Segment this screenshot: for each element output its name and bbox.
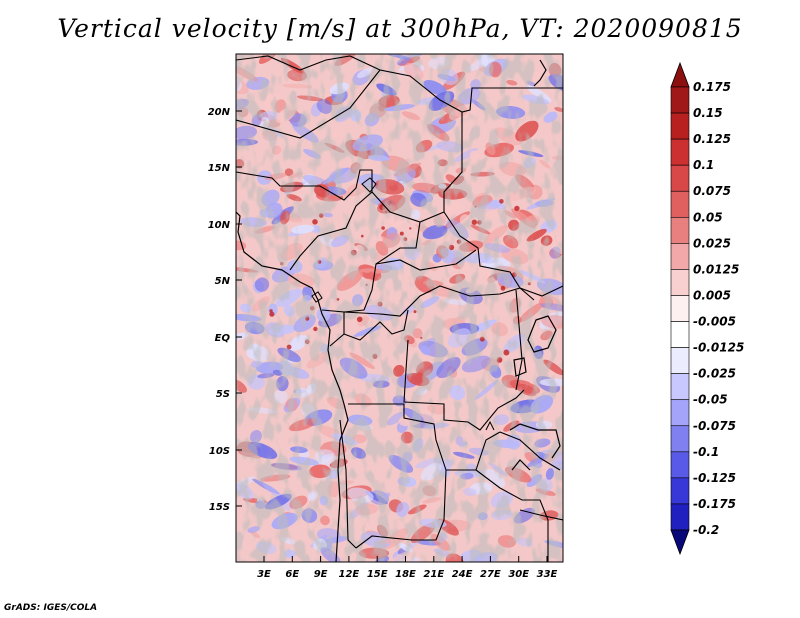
colorbar-segment: [670, 477, 690, 505]
colorbar-label: -0.025: [693, 367, 736, 381]
lon-label: 30E: [508, 569, 529, 580]
colorbar-label: 0.05: [693, 210, 723, 224]
colorbar-segment: [670, 216, 690, 244]
colorbar-segment: [670, 295, 690, 322]
lat-label: 10S: [209, 446, 230, 457]
lon-label: 9E: [314, 569, 328, 580]
colorbar-label: 0.15: [693, 106, 723, 120]
lon-label: 15E: [367, 569, 388, 580]
colorbar-segment: [670, 243, 690, 270]
lat-label: 5N: [215, 276, 231, 287]
latitude-axis: 20N 15N 10N 5N EQ 5S 10S 15S: [208, 107, 242, 513]
map-frame: [235, 53, 564, 563]
colorbar-label: 0.1: [693, 158, 714, 172]
lon-label: 27E: [480, 569, 501, 580]
colorbar-segment: [670, 112, 690, 140]
colorbar-segment: [670, 425, 690, 453]
coastlines: [236, 59, 561, 562]
lat-label: 15N: [208, 163, 231, 174]
colorbar-segment: [670, 347, 690, 374]
lat-label: 10N: [208, 220, 231, 231]
lat-label: 15S: [209, 502, 230, 513]
velocity-field: [236, 54, 563, 562]
colorbar-segment: [670, 86, 690, 114]
colorbar-label: -0.075: [693, 419, 736, 433]
colorbar-segment: [670, 373, 690, 401]
lat-label: 5S: [216, 389, 230, 400]
lakes: [311, 177, 495, 431]
colorbar-segment: [670, 269, 690, 296]
colorbar-bottom-arrow: [670, 529, 690, 556]
colorbar-segment: [670, 321, 690, 348]
longitude-axis: 3E 6E 9E 12E 15E 18E 21E 24E 27E 30E 33E: [257, 556, 558, 580]
lon-label: 12E: [339, 569, 360, 580]
colorbar-label: -0.1: [693, 445, 719, 459]
colorbar-label: -0.2: [693, 523, 719, 537]
lon-label: 24E: [452, 569, 473, 580]
colorbar-segment: [670, 503, 690, 531]
colorbar-label: -0.125: [693, 471, 736, 485]
lat-label: 20N: [208, 107, 231, 118]
colorbar-label: -0.005: [693, 315, 736, 329]
colorbar-segment: [670, 164, 690, 192]
lat-label: EQ: [215, 333, 231, 344]
lon-label: 21E: [423, 569, 444, 580]
colorbar-label: 0.005: [693, 289, 731, 303]
lon-label: 33E: [537, 569, 558, 580]
colorbar-label: 0.075: [693, 184, 731, 198]
colorbar: 0.175 0.15 0.125 0.1 0.075 0.05 0.025 0.0125 0.0…: [670, 61, 744, 556]
colorbar-segment: [670, 138, 690, 166]
country-borders: [236, 55, 563, 562]
colorbar-label: 0.175: [693, 80, 731, 94]
grads-credit: GrADS: IGES/COLA: [4, 603, 98, 613]
lon-label: 6E: [285, 569, 299, 580]
colorbar-label: -0.175: [693, 497, 736, 511]
colorbar-label: 0.025: [693, 236, 731, 250]
lon-label: 3E: [257, 569, 271, 580]
colorbar-top-arrow: [670, 61, 690, 88]
map-title: Vertical velocity [m/s] at 300hPa, VT: 2…: [57, 14, 743, 43]
lon-label: 18E: [395, 569, 416, 580]
colorbar-label: -0.0125: [693, 341, 744, 355]
colorbar-segment: [670, 190, 690, 218]
colorbar-segment: [670, 451, 690, 479]
colorbar-segment: [670, 399, 690, 427]
colorbar-label: -0.05: [693, 393, 728, 407]
colorbar-label: 0.0125: [693, 262, 739, 276]
colorbar-label: 0.125: [693, 132, 731, 146]
